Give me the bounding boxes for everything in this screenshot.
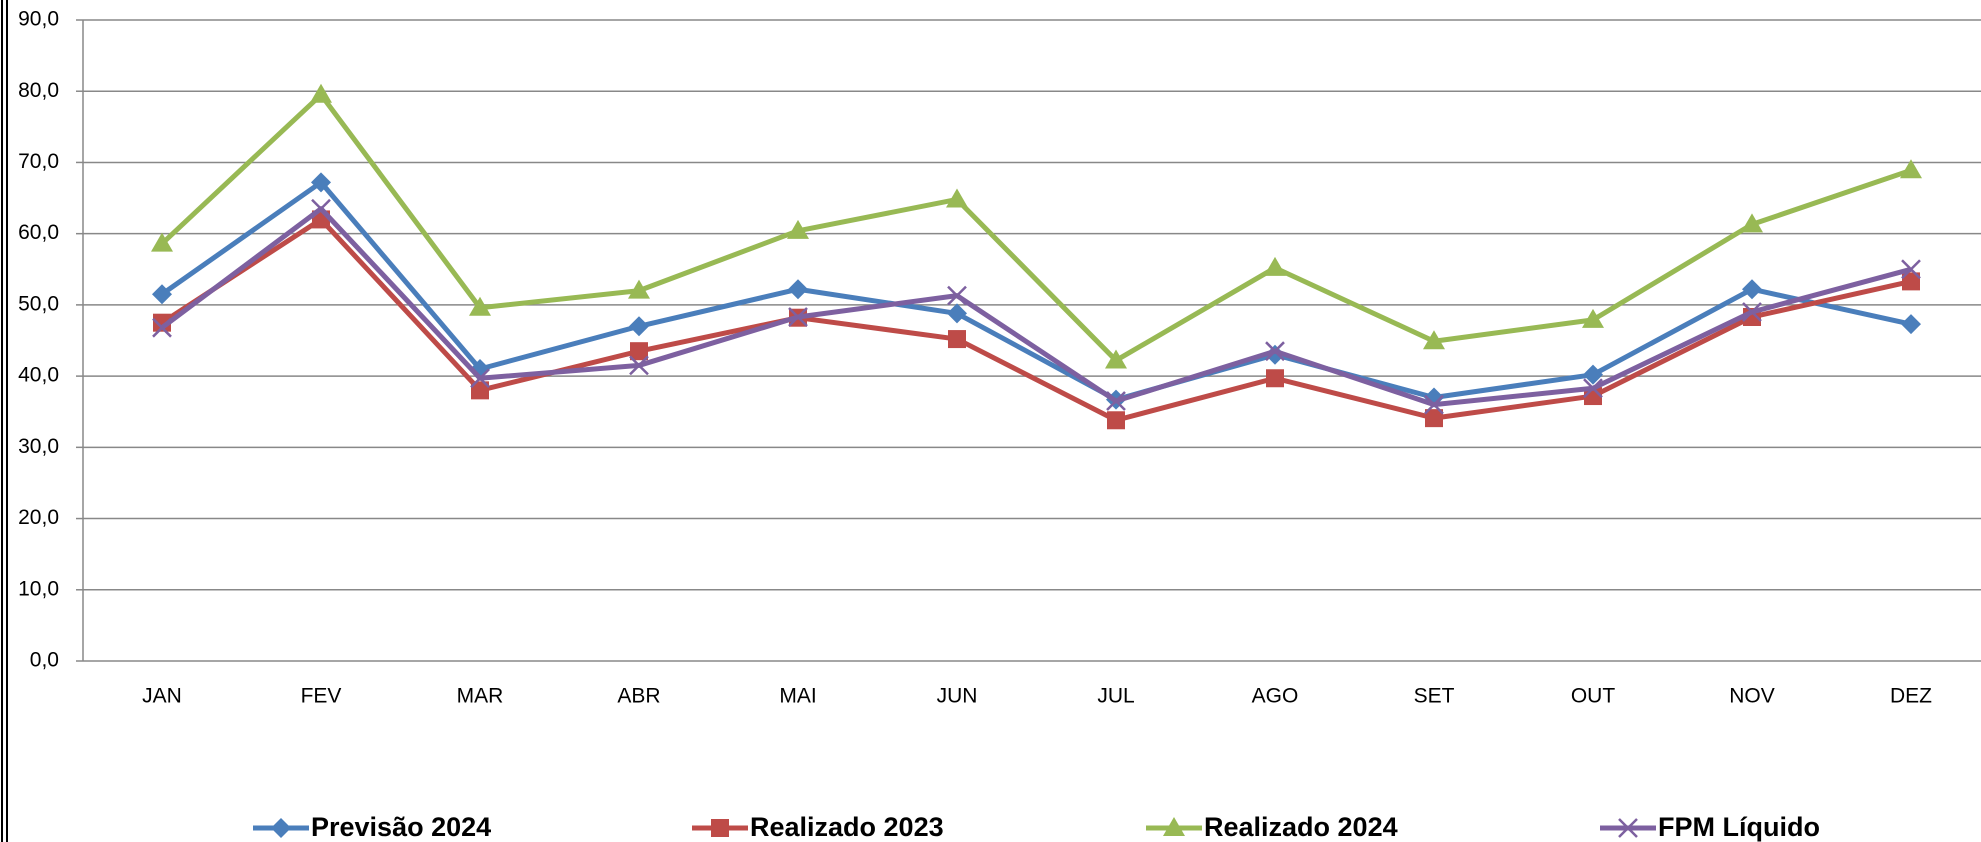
marker <box>947 285 967 306</box>
legend-item: FPM Líquido <box>1600 812 1820 842</box>
y-tick-label: 80,0 <box>18 79 59 102</box>
marker <box>629 316 649 337</box>
x-tick-label: JUN <box>937 685 978 708</box>
legend-marker <box>1163 817 1185 836</box>
legend-marker <box>271 818 291 838</box>
y-tick-label: 40,0 <box>18 364 59 387</box>
marker <box>311 172 331 193</box>
y-tick-label: 50,0 <box>18 292 59 315</box>
x-tick-label: MAI <box>779 685 816 708</box>
legend-label: FPM Líquido <box>1658 812 1820 842</box>
legend-item: Previsão 2024 <box>253 812 491 842</box>
y-tick-label: 60,0 <box>18 221 59 244</box>
marker <box>1902 272 1920 291</box>
marker <box>1900 159 1922 179</box>
marker <box>1106 391 1126 411</box>
marker <box>471 381 489 400</box>
y-tick-label: 30,0 <box>18 435 59 458</box>
legend-item: Realizado 2024 <box>1146 812 1398 842</box>
marker <box>1583 378 1603 399</box>
marker <box>948 330 966 349</box>
legend-label: Realizado 2024 <box>1204 812 1398 842</box>
x-tick-label: AGO <box>1252 685 1299 708</box>
marker <box>947 303 967 324</box>
marker <box>788 307 808 327</box>
marker <box>1901 314 1921 335</box>
legend-label: Previsão 2024 <box>311 812 491 842</box>
marker <box>1741 213 1763 233</box>
x-tick-label: MAR <box>457 685 504 708</box>
marker <box>1424 394 1444 415</box>
legend-marker <box>711 819 729 837</box>
marker <box>310 83 332 103</box>
marker <box>1742 279 1762 300</box>
marker <box>152 317 172 338</box>
marker <box>1264 256 1286 276</box>
marker <box>1425 409 1443 428</box>
legend-marker <box>1618 818 1638 838</box>
y-tick-label: 90,0 <box>18 8 59 31</box>
series-line <box>160 92 1912 363</box>
x-tick-label: JUL <box>1097 685 1134 708</box>
marker <box>1901 259 1921 280</box>
x-tick-label: OUT <box>1571 685 1616 708</box>
y-tick-label: 0,0 <box>30 649 59 672</box>
marker <box>1583 364 1603 385</box>
x-tick-label: DEZ <box>1890 685 1932 708</box>
marker <box>152 284 172 305</box>
series-line <box>160 179 1912 403</box>
marker <box>946 188 968 208</box>
series-line <box>160 206 1912 408</box>
marker <box>628 279 650 299</box>
marker <box>630 342 648 361</box>
y-tick-label: 70,0 <box>18 150 59 173</box>
marker <box>1423 330 1445 350</box>
marker <box>311 198 331 219</box>
y-tick-label: 20,0 <box>18 506 59 529</box>
marker <box>1265 344 1285 365</box>
x-tick-label: ABR <box>617 685 660 708</box>
x-tick-label: NOV <box>1729 685 1775 708</box>
marker <box>1742 302 1762 322</box>
x-tick-label: FEV <box>301 685 342 708</box>
legend-item: Realizado 2023 <box>692 812 944 842</box>
x-tick-label: JAN <box>142 685 182 708</box>
marker <box>788 279 808 300</box>
marker <box>1265 341 1285 362</box>
marker <box>787 219 809 239</box>
marker <box>1107 411 1125 430</box>
marker <box>1105 349 1127 369</box>
marker <box>469 296 491 316</box>
x-tick-label: SET <box>1414 685 1455 708</box>
y-tick-label: 10,0 <box>18 577 59 600</box>
marker <box>470 368 490 389</box>
marker <box>1582 308 1604 328</box>
marker <box>151 232 173 252</box>
series-line <box>160 216 1912 423</box>
legend-label: Realizado 2023 <box>750 812 944 842</box>
marker <box>1266 369 1284 388</box>
marker <box>629 355 649 376</box>
